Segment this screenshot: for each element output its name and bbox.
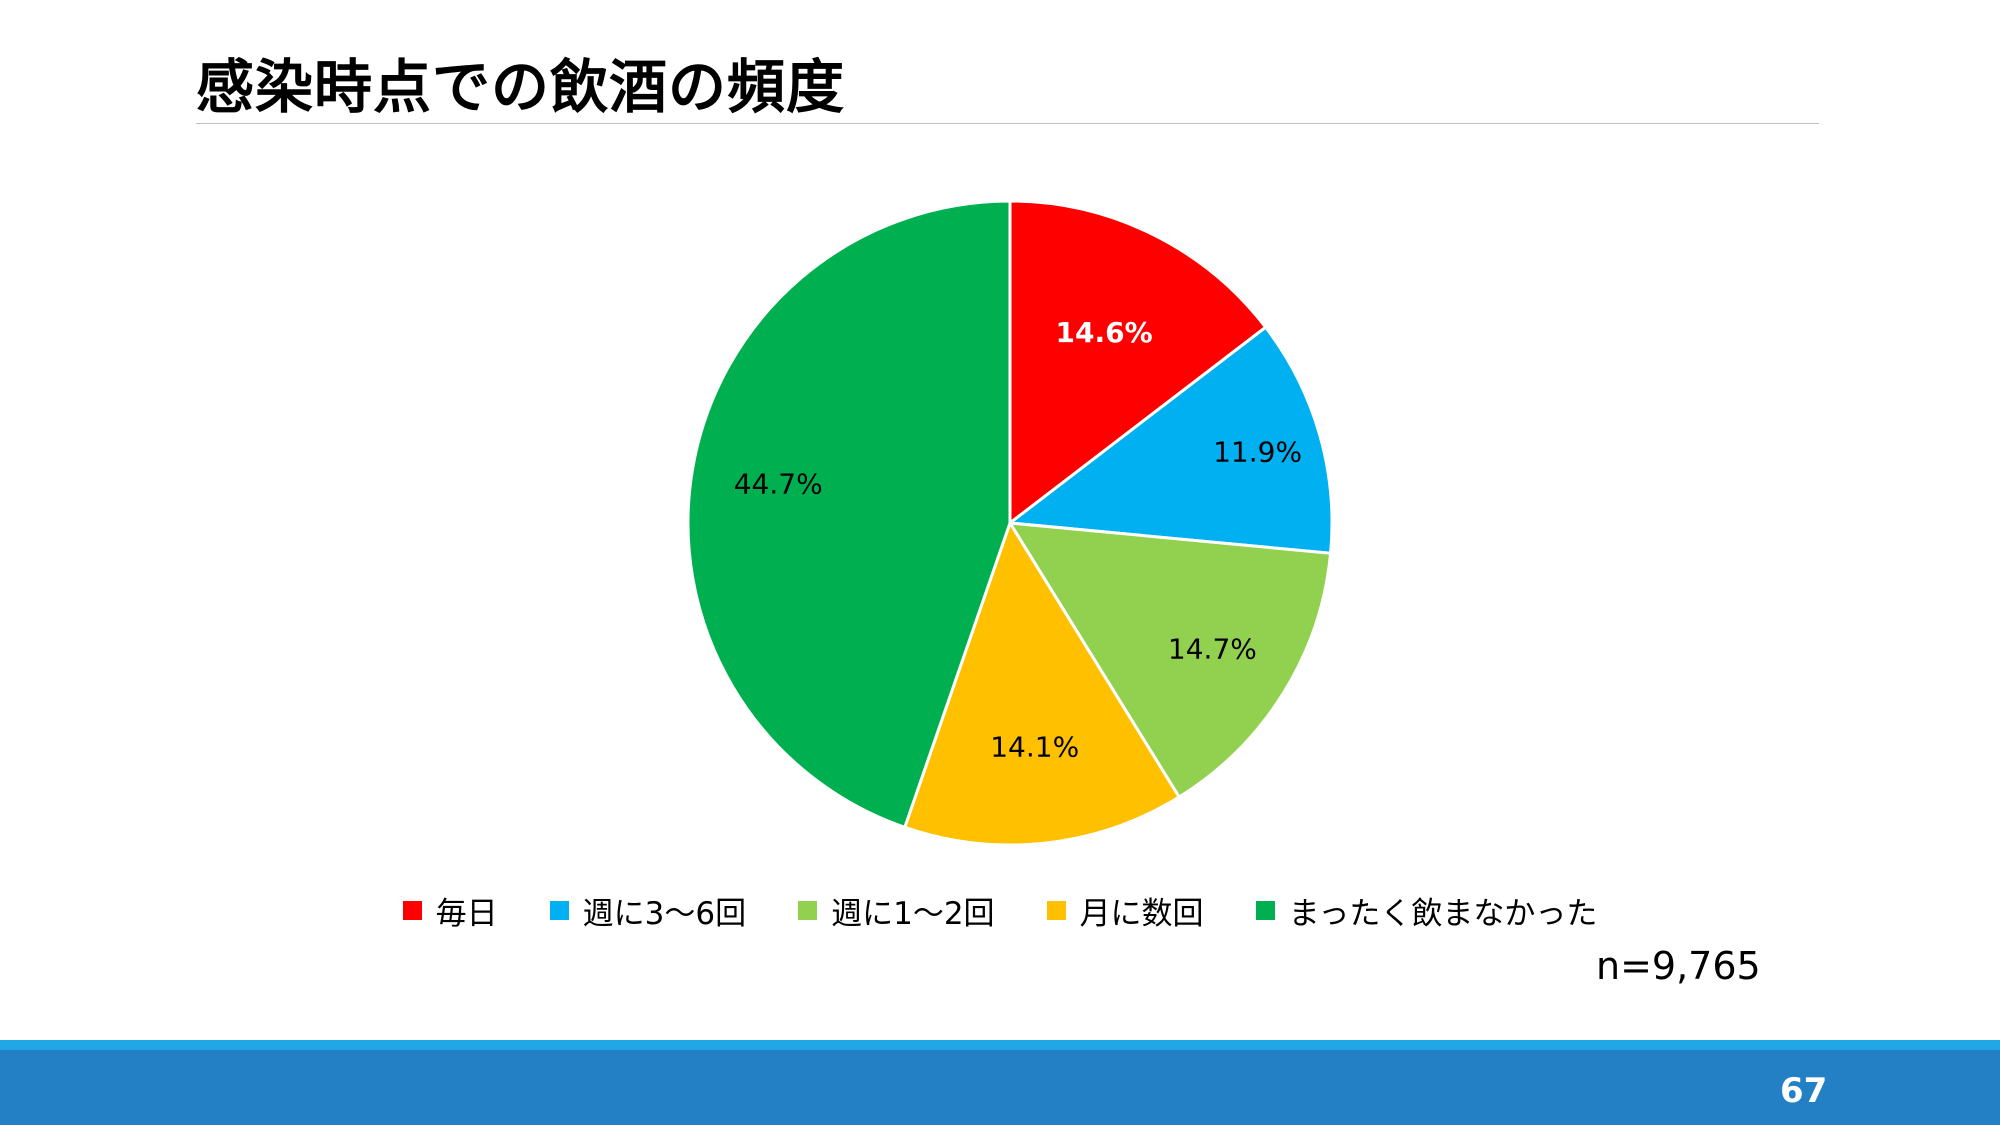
legend-swatch-1 bbox=[402, 901, 422, 920]
sample-size: n=9,765 bbox=[1596, 944, 1761, 988]
pie-slice-5 bbox=[686, 199, 1012, 830]
page-number: 67 bbox=[1780, 1071, 1828, 1111]
legend-label-2: 週に3～6回 bbox=[582, 896, 747, 932]
legend-item-3: 週に1～2回 bbox=[798, 888, 995, 933]
data-label-3: 14.7% bbox=[1168, 632, 1257, 665]
legend-label-1: 毎日 bbox=[435, 896, 498, 932]
legend-item-4: 月に数回 bbox=[1046, 888, 1204, 933]
pie-slice-2 bbox=[1006, 325, 1334, 555]
pie-slice-4 bbox=[902, 519, 1182, 847]
pie-slice-1 bbox=[1008, 199, 1268, 527]
legend-label-3: 週に1～2回 bbox=[831, 896, 995, 932]
data-label-1: 14.6% bbox=[1056, 316, 1153, 349]
slide-title: 感染時点での飲酒の頻度 bbox=[196, 53, 846, 121]
pie-slice-3 bbox=[1007, 521, 1333, 800]
legend-item-1: 毎日 bbox=[402, 888, 498, 933]
legend-item-2: 週に3～6回 bbox=[549, 888, 747, 933]
legend-swatch-2 bbox=[549, 901, 569, 920]
legend-swatch-3 bbox=[798, 901, 818, 920]
legend-swatch-4 bbox=[1046, 901, 1066, 920]
legend-label-4: 月に数回 bbox=[1079, 896, 1204, 932]
legend-swatch-5 bbox=[1255, 901, 1275, 920]
legend-label-5: まったく飲まなかった bbox=[1288, 896, 1598, 932]
legend-item-5: まったく飲まなかった bbox=[1255, 888, 1598, 933]
data-label-2: 11.9% bbox=[1213, 435, 1302, 468]
chart-legend: 毎日 週に3～6回 週に1～2回 月に数回 まったく飲まなかった bbox=[0, 888, 2000, 933]
footer-stripe bbox=[0, 1040, 2000, 1050]
title-divider bbox=[196, 123, 1819, 124]
data-label-4: 14.1% bbox=[990, 731, 1079, 764]
data-label-5: 44.7% bbox=[734, 468, 823, 501]
footer-bar bbox=[0, 1050, 2000, 1125]
